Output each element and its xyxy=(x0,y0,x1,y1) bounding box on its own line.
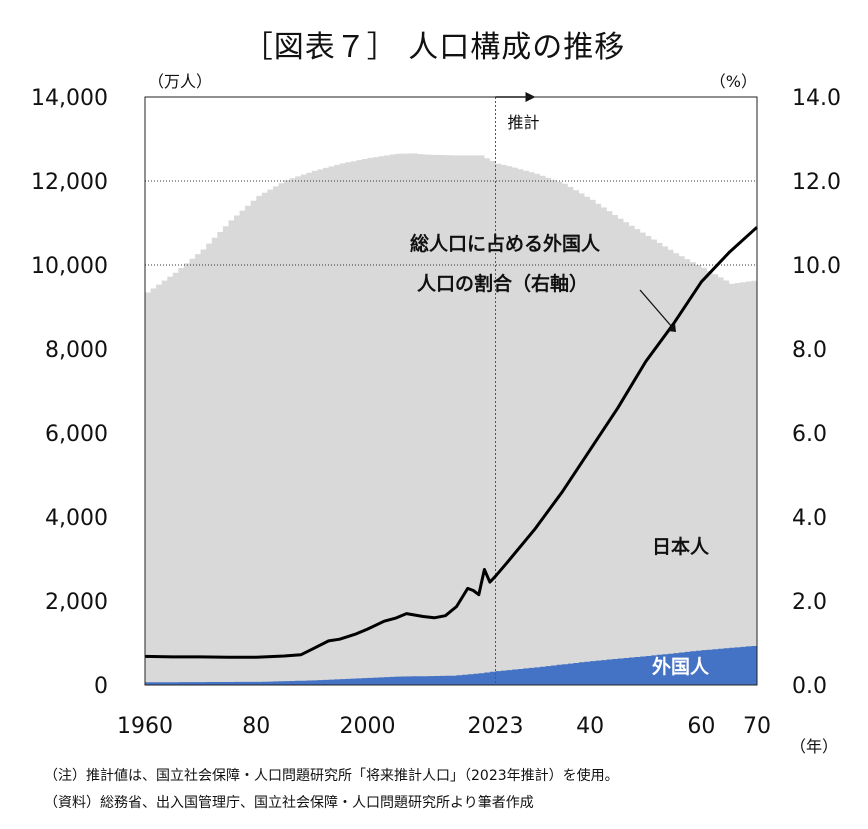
y-left-tick-label: 6,000 xyxy=(45,422,108,447)
annotation-arrow-line xyxy=(639,289,673,328)
y-right-tick-label: 10.0 xyxy=(792,254,841,279)
y-right-tick-label: 4.0 xyxy=(792,506,827,531)
area-layer xyxy=(145,153,757,685)
label-foreign: 外国人 xyxy=(652,655,710,678)
area-foreign xyxy=(145,645,757,685)
x-tick-label: 40 xyxy=(576,714,604,739)
y-right-tick-label: 0.0 xyxy=(792,674,827,699)
y-right-tick-label: 8.0 xyxy=(792,338,827,363)
axes-layer xyxy=(144,96,758,686)
y-right-tick-label: 12.0 xyxy=(792,170,841,195)
x-tick-label: 2023 xyxy=(468,714,524,739)
series-line-ratio xyxy=(144,226,759,659)
label-layer: 0 2,000 4,000 6,000 8,000 10,000 12,000 14,000 0… xyxy=(31,72,841,756)
annotation-arrow-head xyxy=(668,323,676,332)
note-1: （注）推計値は、国立社会保障・人口問題研究所「将来推計人口」（2023年推計）を… xyxy=(44,768,619,784)
y-right-tick-label: 6.0 xyxy=(792,422,827,447)
x-tick-label: 80 xyxy=(242,714,270,739)
y-left-tick-label: 14,000 xyxy=(31,86,108,111)
y-right-tick-label: 14.0 xyxy=(792,86,841,111)
y-left-tick-label: 12,000 xyxy=(31,170,108,195)
forecast-label: 推計 xyxy=(508,113,540,132)
line-layer xyxy=(144,226,759,659)
right-axis-unit: （%） xyxy=(710,72,757,91)
y-left-tick-label: 2,000 xyxy=(45,590,108,615)
x-tick-label: 1960 xyxy=(117,714,173,739)
x-axis-unit: （年） xyxy=(790,737,838,756)
y-left-tick-label: 10,000 xyxy=(31,254,108,279)
x-tick-label: 70 xyxy=(743,714,771,739)
area-japanese xyxy=(145,153,757,685)
x-tick-label: 60 xyxy=(687,714,715,739)
plot-frame xyxy=(144,96,758,686)
label-japanese: 日本人 xyxy=(652,535,710,558)
y-left-tick-label: 4,000 xyxy=(45,506,108,531)
annotation-ratio-line2: 人口の割合（右軸） xyxy=(417,272,588,295)
y-left-tick-label: 8,000 xyxy=(45,338,108,363)
note-2: （資料）総務省、出入国管理庁、国立社会保障・人口問題研究所より筆者作成 xyxy=(44,795,534,811)
annotation-ratio-line1: 総人口に占める外国人 xyxy=(410,232,601,255)
left-axis-unit: （万人） xyxy=(148,72,212,91)
grid-layer xyxy=(145,92,757,685)
x-tick-label: 2000 xyxy=(340,714,396,739)
chart-title: ［図表７］ 人口構成の推移 xyxy=(242,30,626,65)
y-right-tick-label: 2.0 xyxy=(792,590,827,615)
y-left-tick-label: 0 xyxy=(94,674,108,699)
